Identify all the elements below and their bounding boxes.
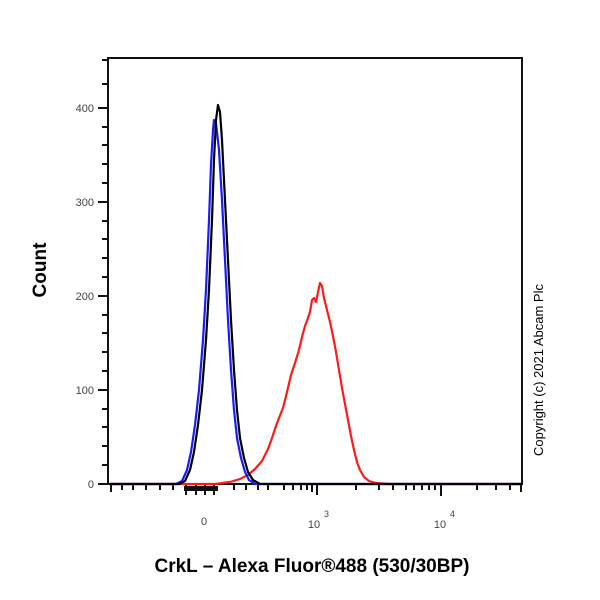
y-tick-100: 100 [76,385,94,397]
histogram-curves [108,103,524,486]
series-black-unstained [108,103,524,486]
x-tick-labels: 0 10 3 10 4 [201,509,455,531]
plot-frame [107,57,523,485]
x-tick-0: 0 [201,516,207,528]
x-axis [110,484,522,496]
y-tick-0: 0 [88,479,94,491]
series-red-crkl [108,281,524,486]
y-tick-200: 200 [76,291,94,303]
x-tick-1e3-base: 10 [308,519,320,531]
x-tick-1e4-base: 10 [434,519,446,531]
copyright-notice: Copyright (c) 2021 Abcam Plc [531,284,546,456]
x-tick-1e4-exp: 4 [450,509,455,519]
y-tick-labels: 0 100 200 300 400 [76,103,94,491]
x-tick-1e3-exp: 3 [324,509,329,519]
y-axis [98,59,108,485]
y-tick-300: 300 [76,197,94,209]
x-axis-title: CrkL – Alexa Fluor®488 (530/30BP) [155,556,470,577]
y-axis-title: Count [30,242,51,298]
y-tick-400: 400 [76,103,94,115]
